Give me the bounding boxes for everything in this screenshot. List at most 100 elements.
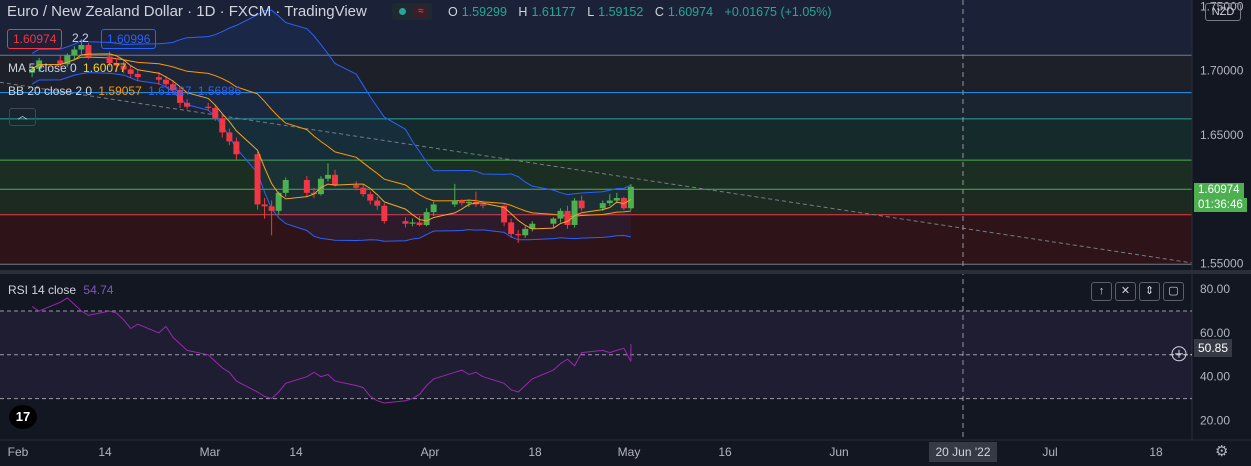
candle-body [529,223,536,229]
candle-body [184,102,191,107]
candle-body [78,45,85,50]
rsi-cursor-tag: 50.85 [1194,339,1233,357]
bb-basis-line [31,56,631,217]
bb-fill [32,10,631,242]
candle-body [106,56,113,63]
candle-body [233,141,240,155]
candle-body [402,221,409,224]
zone-band [0,214,1192,265]
candle-body [268,206,275,211]
candle-body [162,79,169,85]
candle-body [381,205,388,222]
candle-body [64,55,71,65]
plus-circle-icon [1171,346,1187,362]
zone-band [0,118,1192,161]
ohlc-readout: O 1.59299 H 1.61177 L 1.59152 C 1.60974 +0.0… [448,5,836,19]
candle-body [212,108,219,119]
time-axis-label: 14 [289,445,303,459]
candle-body [613,198,620,201]
bb-lower-value: 1.56886 [197,84,242,98]
rsi-axis-label: 40.00 [1200,370,1230,384]
candle-body [627,186,634,209]
currency-selector[interactable]: NZD [1205,3,1241,21]
ohlc-open: O 1.59299 [448,5,507,19]
candle-body [550,218,557,224]
ma-label: MA 5 close 0 [8,61,77,75]
candle-body [522,228,529,236]
zone-band [0,0,1192,56]
candle-body [423,212,430,225]
bb-legend[interactable]: BB 20 close 2 0 1.59057 1.61227 1.56886 [8,84,244,98]
candle-body [169,84,176,90]
candle-body [134,73,141,78]
buy-price-button[interactable]: 1.60996 [101,29,157,49]
ohlc-high: H 1.61177 [518,5,576,19]
candle-body [282,180,289,193]
bb-upper-value: 1.61227 [148,84,192,98]
candle-body [374,200,381,206]
bb-lower-line [31,72,631,242]
candle-body [353,185,360,188]
candle-body [578,200,585,209]
market-status[interactable]: ≈ [392,3,432,20]
time-axis-label: Mar [200,445,221,459]
candle-body [360,187,367,195]
rsi-axis-label: 60.00 [1200,326,1230,340]
candle-body [205,106,212,108]
gear-icon[interactable]: ⚙ [1215,443,1229,460]
countdown-tag: 01:36:46 [1194,198,1247,212]
time-axis-label: Jul [1042,445,1057,459]
candle-body [332,174,339,186]
bb-basis-value: 1.59057 [98,84,142,98]
candle-body [564,210,571,225]
tradingview-logo-icon[interactable]: 17 [9,405,37,429]
price-axis-label: 1.55000 [1200,257,1244,271]
candle-body [71,49,78,56]
candle-body [508,222,515,234]
candle-body [155,77,162,80]
ohlc-change: +0.01675 (+1.05%) [724,5,832,19]
candle-body [451,200,458,205]
rsi-value: 54.74 [83,283,114,297]
chevron-up-icon[interactable]: ︿ [9,108,36,126]
spread-value: 2.2 [72,31,89,45]
candle-body [226,132,233,142]
close-icon[interactable]: ✕ [1115,282,1136,301]
ohlc-low: L 1.59152 [587,5,644,19]
price-axis-label: 1.65000 [1200,128,1244,142]
candle-body [430,204,437,213]
collapse-pane-icon[interactable]: ⇕ [1139,282,1160,301]
candle-body [367,194,374,201]
candle-body [57,60,64,65]
time-axis-label: 18 [528,445,542,459]
price-axis-label: 1.70000 [1200,64,1244,78]
maximize-pane-icon[interactable]: ▢ [1163,282,1184,301]
candle-body [409,222,416,224]
candle-body [465,201,472,204]
sell-price-button[interactable]: 1.60974 [7,29,63,49]
ma-legend[interactable]: MA 5 close 0 1.60077 [8,61,129,75]
zone-band [0,92,1192,119]
move-up-icon[interactable]: ↑ [1091,282,1112,301]
time-axis-label: 14 [98,445,112,459]
time-axis-label: 16 [718,445,732,459]
data-delay-icon: ≈ [414,5,428,18]
candle-body [479,204,486,206]
candle-body [254,154,261,205]
candle-body [261,204,268,207]
rsi-axis-label: 20.00 [1200,413,1230,427]
zone-band [0,55,1192,93]
candle-body [416,222,423,225]
candle-body [127,69,134,74]
candle-body [458,200,465,204]
candle-body [85,45,92,57]
rsi-legend[interactable]: RSI 14 close 54.74 [8,283,113,297]
candle-body [303,180,310,193]
candle-body [177,90,184,103]
candle-body [29,68,36,73]
candle-body [219,118,226,133]
time-axis-label: Jun [829,445,848,459]
candle-body [606,200,613,204]
bb-upper-line [31,9,632,196]
